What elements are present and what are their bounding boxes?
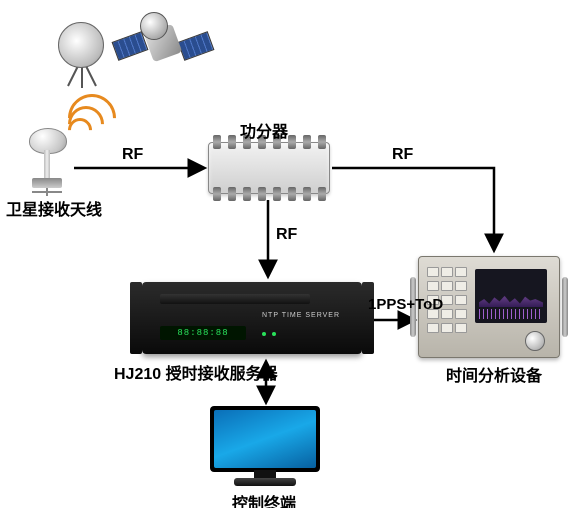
satellite-icon: [118, 8, 208, 78]
control-terminal-icon: [210, 406, 320, 488]
signal-waves-icon: [68, 94, 128, 144]
edge-label-1pps: 1PPS+ToD: [368, 296, 443, 313]
edge-label-rf-2: RF: [392, 146, 413, 164]
edge-label-rf-3: RF: [276, 226, 297, 244]
sat-receiver-antenna-icon: [24, 128, 70, 190]
ground-dish-icon: [52, 18, 112, 88]
edge-label-rf-1: RF: [122, 146, 143, 164]
label-server: HJ210 授时接收服务器: [114, 360, 278, 384]
power-splitter-icon: [208, 142, 330, 194]
label-antenna: 卫星接收天线: [6, 196, 102, 220]
label-splitter: 功分器: [240, 118, 288, 142]
label-monitor: 控制终端: [232, 490, 296, 508]
edge-splitter-analyzer: [332, 168, 494, 250]
server-display: 88:88:88: [160, 326, 246, 340]
timing-server-icon: NTP TIME SERVER 88:88:88: [142, 282, 362, 354]
label-analyzer: 时间分析设备: [446, 362, 542, 386]
